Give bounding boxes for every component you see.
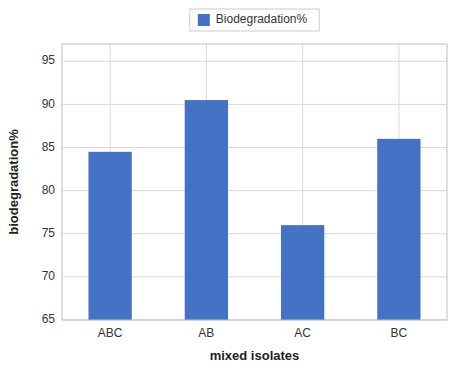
chart-container: 65 70 75 80 85 90 95 ABC AB AC BC mixed isolates bio… — [0, 0, 461, 372]
legend-swatch — [198, 14, 210, 26]
x-tick-label: BC — [391, 326, 408, 340]
y-tick-label: 95 — [42, 53, 56, 67]
legend: Biodegradation% — [190, 9, 319, 31]
x-tick-label: AB — [198, 326, 214, 340]
y-grid-line — [62, 61, 447, 62]
y-tick-label: 85 — [42, 140, 56, 154]
legend-label: Biodegradation% — [216, 12, 308, 26]
bar — [281, 225, 324, 320]
bar — [88, 152, 131, 320]
y-tick-label: 90 — [42, 97, 56, 111]
bar — [377, 139, 420, 320]
chart: 65 70 75 80 85 90 95 ABC AB AC BC mixed isolates bio… — [0, 0, 461, 372]
y-tick-label: 80 — [42, 183, 56, 197]
x-tick-label: AC — [294, 326, 311, 340]
bar — [185, 100, 228, 320]
legend-box — [190, 9, 319, 31]
x-axis-label: mixed isolates — [210, 348, 300, 363]
y-tick-label: 75 — [42, 226, 56, 240]
y-tick-label: 70 — [42, 269, 56, 283]
bars — [88, 100, 420, 320]
y-tick-label: 65 — [42, 312, 56, 326]
y-axis-label: biodegradation% — [6, 129, 21, 235]
y-grid-line — [62, 104, 447, 105]
plot-frame — [62, 44, 447, 320]
x-tick-label: ABC — [98, 326, 123, 340]
